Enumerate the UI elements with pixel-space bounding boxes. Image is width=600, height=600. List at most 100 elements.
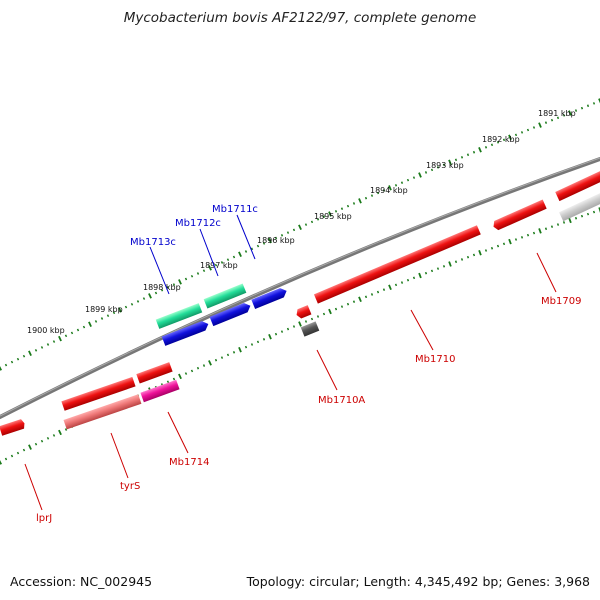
leader-line: [536, 252, 557, 293]
gene-Mb1710A[interactable]: [295, 305, 312, 320]
gene-Mb1710A-grey[interactable]: [300, 321, 320, 337]
minor-tick: [256, 340, 260, 344]
minor-tick: [514, 133, 518, 137]
minor-tick: [52, 434, 56, 437]
major-tick: [568, 110, 572, 116]
minor-tick: [196, 366, 200, 370]
major-tick: [148, 293, 152, 299]
minor-tick: [22, 354, 26, 358]
minor-tick: [346, 302, 350, 306]
minor-tick: [502, 138, 506, 142]
minor-tick: [4, 457, 8, 461]
genome-backbone-highlight: [0, 157, 600, 417]
gene-Mb1714[interactable]: [140, 379, 180, 403]
minor-tick: [556, 116, 560, 120]
minor-tick: [304, 320, 308, 323]
minor-tick: [106, 314, 110, 318]
minor-tick: [262, 338, 266, 341]
kbp-label: 1896 kbp: [257, 236, 295, 245]
minor-tick: [340, 305, 344, 308]
major-tick: [208, 265, 212, 271]
gene-label[interactable]: Mb1709: [541, 296, 581, 307]
gene-lprJ[interactable]: [0, 419, 26, 436]
gene-Mb1709[interactable]: [491, 199, 547, 231]
minor-tick: [412, 276, 416, 280]
minor-tick: [394, 283, 398, 287]
major-tick: [598, 98, 600, 104]
minor-tick: [274, 332, 278, 336]
gene-Mb1713c[interactable]: [161, 319, 210, 346]
minor-tick: [40, 346, 44, 349]
gene-label[interactable]: Mb1714: [169, 457, 209, 468]
minor-tick: [502, 242, 506, 246]
gene-Mb1711c[interactable]: [251, 286, 288, 310]
leader-line: [316, 349, 338, 391]
gene-label[interactable]: Mb1710A: [318, 395, 365, 406]
minor-tick: [280, 330, 284, 333]
genome-backbone: [0, 157, 600, 419]
minor-tick: [532, 126, 536, 129]
major-tick: [358, 296, 362, 303]
major-tick: [508, 134, 512, 141]
gene-Mb1713c-green[interactable]: [155, 303, 203, 329]
minor-tick: [250, 343, 254, 346]
minor-tick: [466, 153, 470, 157]
leader-line: [199, 228, 219, 277]
minor-tick: [34, 442, 38, 446]
major-tick: [58, 335, 62, 342]
kbp-labels: 1891 kbp 1892 kbp 1893 kbp 1894 kbp 1895…: [27, 109, 576, 335]
minor-tick: [550, 225, 554, 228]
gene-label[interactable]: Mb1710: [415, 354, 455, 365]
minor-tick: [592, 102, 596, 105]
major-tick: [418, 272, 422, 279]
minor-tick: [292, 325, 296, 328]
minor-tick: [364, 295, 368, 299]
major-tick: [88, 321, 92, 327]
minor-tick: [190, 274, 194, 278]
minor-tick: [484, 249, 488, 252]
leader-line: [410, 309, 434, 351]
minor-tick: [16, 451, 20, 455]
gene-Mb1712c[interactable]: [209, 301, 253, 327]
minor-tick: [310, 220, 314, 224]
minor-tick: [586, 104, 590, 108]
major-tick: [238, 346, 242, 353]
minor-tick: [244, 345, 248, 349]
minor-tick: [376, 290, 380, 294]
minor-tick: [316, 218, 320, 221]
minor-tick: [562, 221, 566, 224]
gene-forward-red[interactable]: [61, 376, 136, 411]
major-tick: [178, 373, 182, 380]
gene-tyrS[interactable]: [63, 394, 142, 430]
inner-tick-ring: [0, 207, 600, 465]
minor-tick: [586, 212, 590, 216]
major-tick: [268, 333, 272, 340]
minor-tick: [514, 238, 518, 241]
major-tick: [448, 159, 452, 166]
gene-label[interactable]: Mb1713c: [130, 237, 176, 248]
major-tick: [0, 460, 2, 465]
gene-label[interactable]: tyrS: [120, 481, 140, 492]
gene-forward-red[interactable]: [136, 362, 173, 384]
minor-tick: [22, 448, 26, 452]
minor-tick: [10, 360, 14, 364]
gene-forward-red[interactable]: [555, 168, 600, 202]
minor-tick: [424, 171, 428, 174]
major-tick: [268, 237, 272, 244]
minor-tick: [256, 244, 260, 248]
gene-Mb1710[interactable]: [313, 225, 481, 304]
minor-tick: [172, 377, 176, 381]
major-tick: [358, 198, 362, 204]
minor-tick: [232, 351, 236, 354]
gene-label[interactable]: Mb1711c: [212, 204, 258, 215]
minor-tick: [244, 250, 248, 253]
major-tick: [238, 251, 242, 257]
minor-tick: [130, 302, 134, 306]
gene-label[interactable]: lprJ: [36, 513, 52, 524]
gene-reverse-light[interactable]: [559, 191, 600, 222]
minor-tick: [496, 244, 500, 248]
gene-label[interactable]: Mb1712c: [175, 218, 221, 229]
minor-tick: [310, 317, 314, 321]
gene-Mb1711c-green[interactable]: [203, 283, 247, 309]
minor-tick: [580, 214, 584, 218]
